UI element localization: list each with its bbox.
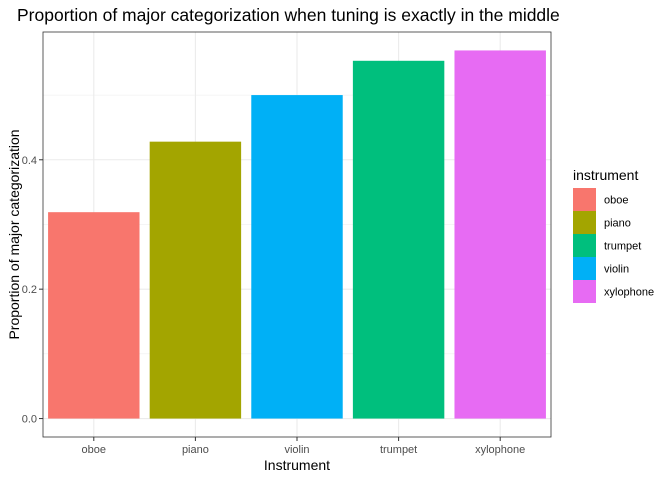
legend: instrument oboe piano trumpet violin xylopho… (573, 167, 654, 303)
y-tick-label: 0.2 (22, 284, 37, 296)
y-tick-label: 0.4 (22, 155, 37, 167)
bar-trumpet (352, 60, 445, 419)
y-axis-title: Proportion of major categorization (6, 129, 22, 339)
bar-xylophone (454, 50, 546, 419)
legend-items: oboe piano trumpet violin xylophone (573, 188, 654, 303)
x-tick-label: xylophone (475, 444, 525, 456)
x-tick-label: violin (284, 444, 309, 456)
legend-key-xylophone (573, 280, 596, 303)
legend-key-violin (573, 257, 596, 280)
legend-label: trumpet (604, 241, 641, 253)
plot-panel (42, 31, 552, 438)
legend-label: xylophone (604, 287, 654, 299)
x-tick-label: trumpet (380, 444, 417, 456)
x-axis-title: Instrument (264, 457, 330, 473)
x-tick-label: oboe (82, 444, 106, 456)
legend-key-piano (573, 211, 596, 234)
bars (48, 50, 546, 419)
legend-key-oboe (573, 188, 596, 211)
x-tick-label: piano (182, 444, 209, 456)
legend-label: oboe (604, 195, 628, 207)
y-axis: 0.0 0.2 0.4 (22, 155, 43, 426)
y-tick-label: 0.0 (22, 414, 37, 426)
bar-oboe (48, 212, 140, 419)
legend-key-trumpet (573, 234, 596, 257)
chart-title: Proportion of major categorization when … (17, 5, 560, 25)
legend-title: instrument (573, 167, 638, 183)
legend-label: violin (604, 264, 629, 276)
legend-label: piano (604, 218, 631, 230)
bar-piano (149, 141, 242, 419)
x-axis: oboe piano violin trumpet xylophone (82, 437, 525, 456)
bar-violin (251, 95, 343, 419)
